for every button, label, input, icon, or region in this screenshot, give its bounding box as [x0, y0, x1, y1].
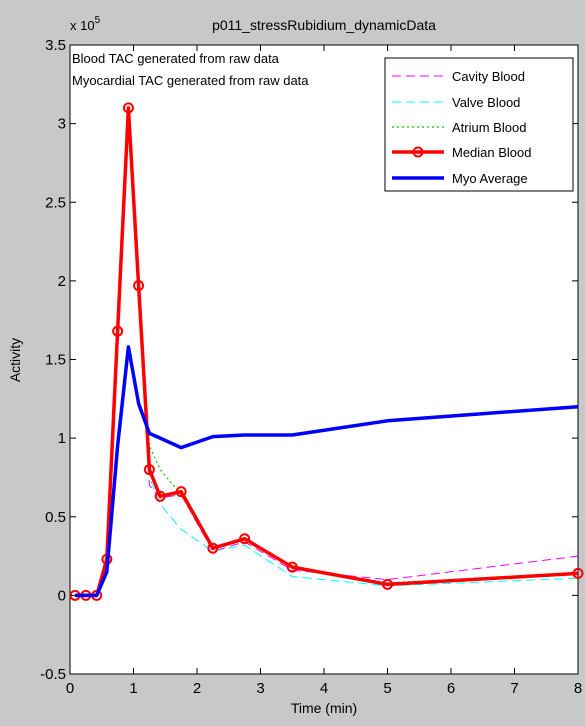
- data-point-median-blood: [133, 280, 145, 292]
- y-axis-ticks: -0.5 0 0.5 1 1.5 2 2.5 3 3.5: [40, 37, 578, 683]
- y-tick-label: 0: [58, 587, 66, 604]
- annotation-myocardial-tac: Myocardial TAC generated from raw data: [72, 73, 309, 88]
- y-tick-label: 3: [58, 116, 66, 133]
- data-point-median-blood: [175, 486, 187, 498]
- x-tick-label: 8: [574, 680, 582, 697]
- y-axis-label: Activity: [7, 338, 23, 382]
- legend-entry-myo-average: Myo Average: [452, 171, 528, 186]
- data-point-median-blood: [286, 561, 298, 573]
- y-tick-label: -0.5: [40, 666, 66, 683]
- legend-entry-atrium-blood: Atrium Blood: [452, 120, 526, 135]
- x-tick-label: 4: [320, 680, 328, 697]
- annotation-blood-tac: Blood TAC generated from raw data: [72, 51, 280, 66]
- legend-entry-cavity-blood: Cavity Blood: [452, 69, 525, 84]
- x-tick-label: 7: [510, 680, 518, 697]
- data-point-median-blood: [154, 490, 166, 502]
- y-tick-label: 0.5: [45, 509, 66, 526]
- series-line-myo-average: [75, 345, 579, 598]
- y-tick-label: 2: [58, 273, 66, 290]
- x-tick-label: 6: [447, 680, 455, 697]
- x-axis-ticks: 0 1 2 3 4 5 6 7 8: [66, 45, 582, 697]
- legend-swatches: [392, 75, 444, 180]
- y-tick-label: 1.5: [45, 352, 66, 369]
- x-axis-label: Time (min): [291, 700, 357, 716]
- series-layer: [69, 102, 584, 601]
- data-point-median-blood: [239, 533, 251, 545]
- data-point-median-blood: [382, 578, 393, 590]
- legend-marker-median-blood: [412, 146, 424, 158]
- x-tick-label: 2: [193, 680, 201, 697]
- legend: Cavity Blood Valve Blood Atrium Blood Me…: [384, 57, 574, 192]
- y-tick-label: 2.5: [45, 194, 66, 211]
- data-point-median-blood: [143, 464, 155, 476]
- x-tick-label: 3: [256, 680, 264, 697]
- y-exponent-label: x 105: [70, 15, 101, 33]
- legend-entry-median-blood: Median Blood: [452, 145, 532, 160]
- x-tick-label: 0: [66, 680, 74, 697]
- data-point-median-blood: [122, 102, 134, 114]
- y-tick-label: 1: [58, 430, 66, 447]
- data-point-median-blood: [207, 542, 219, 554]
- x-tick-label: 5: [383, 680, 391, 697]
- y-tick-label: 3.5: [45, 37, 66, 54]
- data-point-median-blood: [572, 567, 584, 579]
- chart-title: p011_stressRubidium_dynamicData: [212, 17, 436, 33]
- legend-box: [384, 57, 574, 192]
- y-exponent-power: 5: [95, 15, 101, 26]
- legend-entry-valve-blood: Valve Blood: [452, 95, 520, 110]
- data-point-median-blood: [112, 325, 124, 337]
- x-tick-label: 1: [129, 680, 137, 697]
